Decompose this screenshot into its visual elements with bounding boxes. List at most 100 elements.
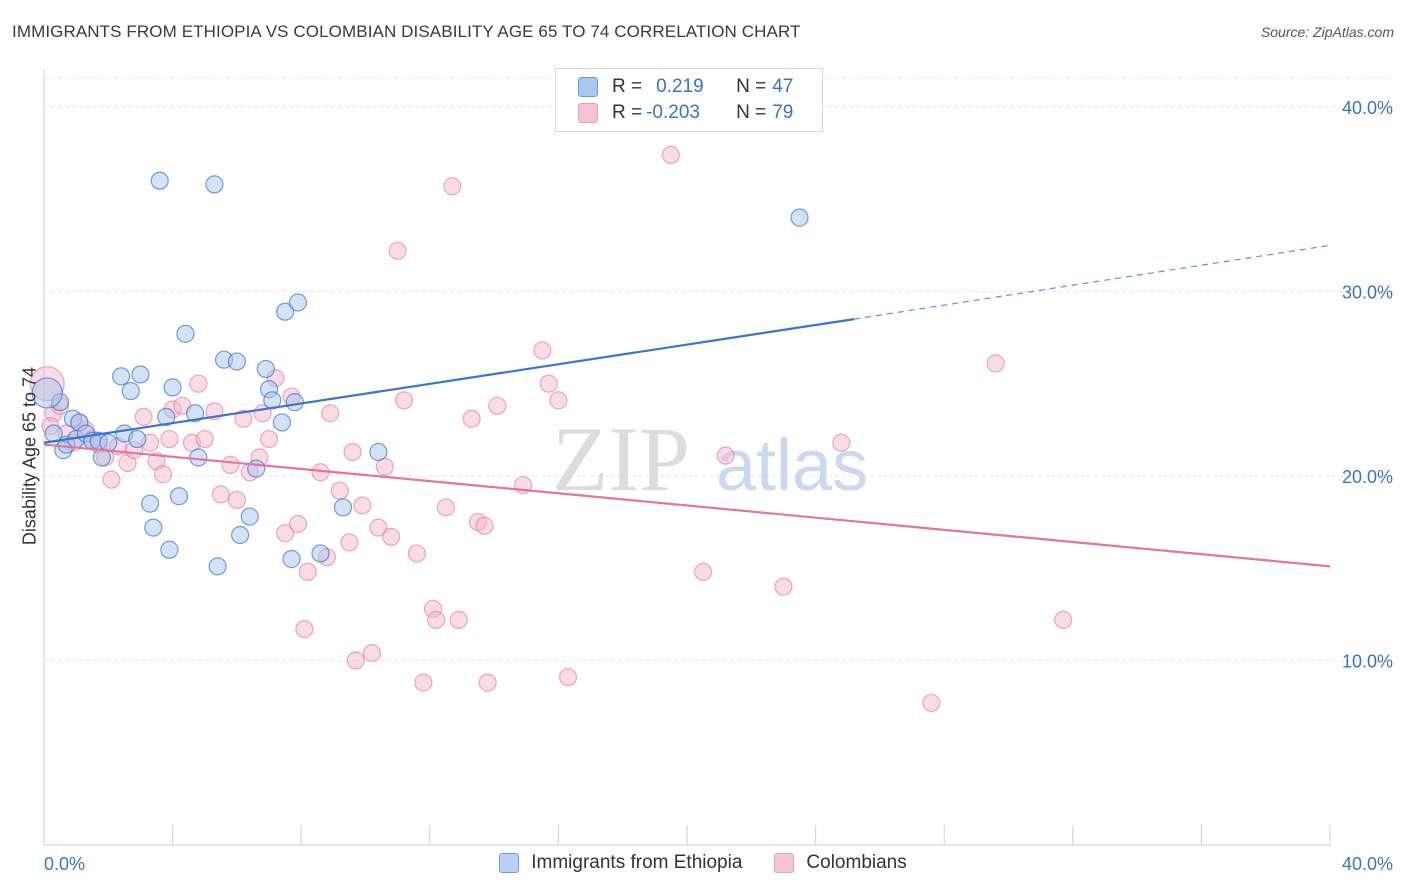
data-point-colombians (259, 429, 279, 449)
data-point-ethiopia (227, 352, 246, 371)
data-point-ethiopia (276, 302, 295, 321)
legend-n-label: N = (736, 102, 767, 123)
data-point-colombians (227, 490, 246, 510)
data-point-colombians (343, 442, 362, 462)
y-tick-label: 10.0% (1342, 651, 1393, 671)
legend-swatch-colombians (578, 103, 598, 123)
data-point-colombians (346, 651, 365, 670)
data-point-ethiopia (272, 413, 292, 432)
data-point-colombians (774, 577, 793, 596)
y-tick-label: 20.0% (1342, 467, 1393, 487)
data-point-ethiopia (160, 540, 179, 559)
gridlines (44, 77, 1394, 661)
data-point-colombians (449, 610, 468, 629)
legend-n-value: 47 (772, 76, 794, 97)
series-ethiopia (31, 171, 809, 576)
data-point-colombians (693, 562, 713, 582)
legend-r-label: R = (612, 102, 643, 123)
data-point-colombians (353, 496, 372, 515)
data-point-colombians (922, 693, 941, 713)
data-point-colombians (462, 409, 481, 428)
data-point-colombians (716, 446, 735, 465)
data-point-ethiopia (150, 171, 169, 190)
x-tick-label: 0.0% (44, 854, 85, 874)
data-point-ethiopia (121, 381, 140, 401)
axes (43, 70, 1331, 846)
data-point-ethiopia (247, 459, 266, 478)
data-point-colombians (1054, 610, 1073, 629)
data-point-colombians (369, 518, 388, 537)
legend-n-label: N = (736, 76, 767, 97)
data-point-ethiopia (169, 487, 189, 506)
data-point-ethiopia (311, 544, 330, 563)
data-point-colombians (382, 527, 401, 546)
data-point-ethiopia (157, 407, 176, 427)
data-point-ethiopia (189, 448, 208, 467)
data-point-ethiopia (186, 404, 205, 423)
data-point-colombians (478, 673, 497, 692)
data-point-ethiopia (288, 293, 308, 312)
data-point-ethiopia (790, 208, 809, 227)
data-point-ethiopia (240, 507, 259, 526)
legend-item-ethiopia[interactable]: Immigrants from Ethiopia (499, 852, 742, 874)
source-label: Source: ZipAtlas.com (1260, 24, 1394, 40)
x-tick-label: 40.0% (1342, 854, 1393, 874)
data-point-ethiopia (176, 324, 195, 343)
data-point-colombians (549, 391, 568, 410)
data-point-ethiopia (128, 429, 147, 449)
trend-lines (43, 244, 1331, 568)
data-point-colombians (102, 470, 121, 489)
data-point-colombians (276, 524, 295, 543)
data-point-colombians (661, 145, 681, 164)
series-colombians (29, 145, 1073, 713)
data-point-colombians (388, 241, 407, 260)
legend-r-label: R = (612, 76, 643, 97)
data-point-ethiopia (369, 442, 388, 462)
correlation-legend: R = 0.219 N = 47 R = -0.203 N = 79 (555, 68, 823, 132)
data-point-ethiopia (112, 367, 131, 386)
data-point-colombians (340, 533, 359, 552)
data-point-colombians (539, 374, 558, 393)
data-point-colombians (330, 481, 349, 500)
tick-labels: 10.0% 20.0% 30.0% 40.0% 0.0% 40.0% (44, 98, 1393, 874)
data-point-colombians (321, 404, 340, 423)
data-point-ethiopia (282, 549, 301, 569)
data-point-colombians (986, 354, 1005, 373)
data-point-colombians (443, 177, 462, 196)
legend-r-value: 0.219 (656, 76, 704, 97)
legend-row-ethiopia: R = 0.219 N = 47 (578, 75, 793, 99)
data-point-ethiopia (144, 518, 163, 537)
data-point-colombians (414, 673, 433, 692)
data-point-colombians (533, 341, 552, 360)
legend-swatch-ethiopia (578, 77, 598, 97)
data-point-ethiopia (256, 359, 275, 379)
data-point-colombians (832, 433, 851, 452)
legend-swatch (774, 853, 795, 873)
data-point-ethiopia (140, 494, 160, 513)
trend-line-ethiopia (43, 318, 855, 444)
legend-r-value: -0.203 (646, 102, 700, 123)
data-point-colombians (427, 610, 446, 629)
trend-line-ethiopia-extension (854, 244, 1331, 320)
y-tick-label: 40.0% (1342, 98, 1393, 118)
data-point-colombians (362, 643, 382, 663)
data-point-ethiopia (208, 557, 227, 576)
legend-item-colombians[interactable]: Colombians (774, 852, 907, 874)
data-point-colombians (488, 396, 507, 415)
data-point-colombians (153, 465, 173, 484)
legend-swatch (499, 853, 520, 873)
y-tick-label: 30.0% (1342, 282, 1393, 302)
data-point-colombians (288, 514, 308, 534)
data-point-colombians (134, 407, 153, 427)
data-point-colombians (189, 374, 208, 393)
data-point-ethiopia (131, 365, 150, 384)
data-point-colombians (558, 667, 578, 687)
data-point-colombians (394, 391, 414, 410)
legend-label: Immigrants from Ethiopia (531, 852, 743, 873)
legend-label: Colombians (806, 852, 907, 873)
data-point-ethiopia (163, 378, 182, 397)
data-point-colombians (295, 620, 314, 639)
data-point-ethiopia (231, 525, 250, 545)
watermark-zip: ZIP (552, 408, 690, 510)
